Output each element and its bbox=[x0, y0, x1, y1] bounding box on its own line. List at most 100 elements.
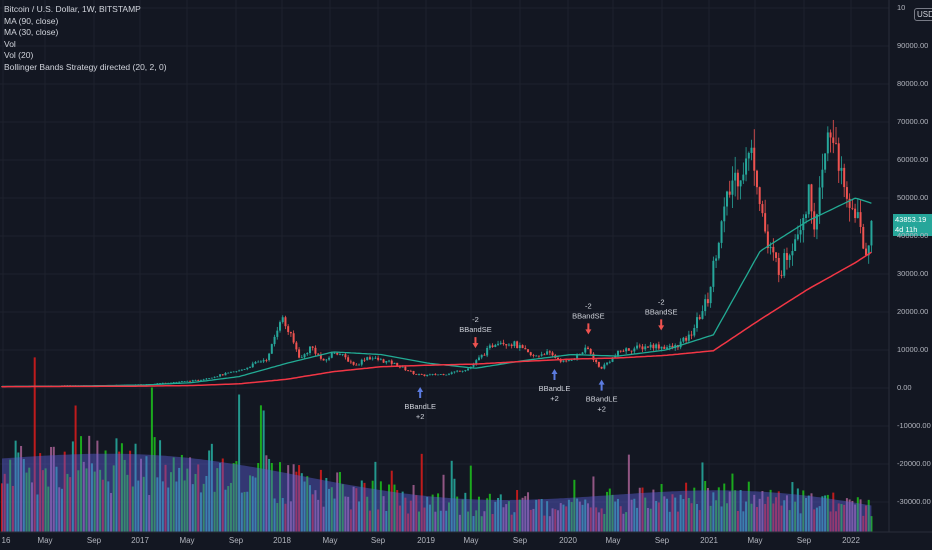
candle bbox=[633, 346, 636, 355]
volume-bar bbox=[322, 506, 325, 532]
candle bbox=[219, 374, 222, 378]
volume-bar bbox=[826, 494, 829, 532]
legend-vol20[interactable]: Vol (20) bbox=[4, 50, 34, 61]
candle bbox=[529, 351, 532, 357]
volume-bar bbox=[6, 483, 9, 532]
volume-bar bbox=[58, 487, 61, 532]
candle bbox=[461, 370, 464, 373]
candle bbox=[505, 343, 508, 349]
time-tick-label: Sep bbox=[86, 536, 102, 545]
volume-bar bbox=[815, 507, 818, 532]
volume-bar bbox=[189, 457, 192, 532]
currency-badge[interactable]: USD bbox=[914, 8, 932, 21]
volume-bar bbox=[483, 511, 486, 532]
candle bbox=[832, 119, 835, 154]
price-tick-label: -10000.00 bbox=[897, 421, 931, 430]
candle bbox=[704, 294, 707, 316]
candle bbox=[548, 350, 551, 356]
volume-bar bbox=[90, 463, 93, 532]
volume-bar bbox=[161, 481, 164, 532]
volume-bar bbox=[180, 454, 183, 532]
candle bbox=[562, 360, 565, 363]
long-entry-signal[interactable]: BBandLE+2 bbox=[539, 368, 571, 403]
volume-bar bbox=[805, 497, 808, 532]
volume-bar bbox=[649, 508, 652, 532]
volume-bar bbox=[477, 496, 480, 532]
candle bbox=[603, 362, 606, 370]
candle bbox=[606, 362, 609, 366]
volume-bar bbox=[254, 477, 257, 532]
volume-bar bbox=[434, 511, 437, 532]
volume-bar bbox=[69, 477, 72, 532]
candle bbox=[638, 343, 641, 349]
volume-bar bbox=[663, 496, 666, 532]
candle bbox=[766, 224, 769, 254]
volume-bar bbox=[368, 510, 371, 532]
volume-bar bbox=[676, 511, 679, 532]
candle bbox=[227, 372, 230, 374]
volume-bar bbox=[134, 443, 137, 532]
volume-bar bbox=[867, 499, 870, 532]
volume-bar bbox=[532, 508, 535, 532]
candle bbox=[368, 355, 371, 361]
legend-symbol[interactable]: Bitcoin / U.S. Dollar, 1W, BITSTAMP bbox=[4, 4, 141, 14]
volume-bar bbox=[30, 482, 33, 532]
short-entry-signal[interactable]: BBandSE-2 bbox=[645, 297, 678, 331]
volume-bar bbox=[341, 484, 344, 532]
candle bbox=[777, 252, 780, 283]
candle bbox=[862, 223, 865, 250]
legend-ma30[interactable]: MA (30, close) bbox=[4, 27, 59, 38]
time-tick-label: Sep bbox=[228, 536, 244, 545]
volume-bar bbox=[93, 471, 96, 532]
volume-bar bbox=[325, 477, 328, 532]
volume-bar bbox=[88, 435, 91, 532]
candle bbox=[537, 355, 540, 358]
volume-bar bbox=[576, 498, 579, 532]
candle bbox=[723, 197, 726, 233]
time-tick-label: 2020 bbox=[559, 536, 577, 545]
legend-ma90[interactable]: MA (90, close) bbox=[4, 15, 59, 26]
candle bbox=[243, 368, 246, 370]
volume-bar bbox=[458, 514, 461, 532]
volume-bar bbox=[344, 496, 347, 532]
short-entry-signal[interactable]: BBandSE-2 bbox=[459, 315, 492, 349]
candle bbox=[745, 147, 748, 182]
volume-bar bbox=[330, 487, 333, 532]
volume-bar bbox=[388, 484, 391, 532]
candle bbox=[197, 379, 200, 381]
volume-bar bbox=[137, 480, 140, 532]
candle bbox=[420, 373, 423, 375]
volume-bar bbox=[715, 500, 718, 532]
volume-bar bbox=[142, 476, 145, 532]
candle bbox=[488, 343, 491, 350]
volume-bar bbox=[505, 504, 508, 532]
short-entry-signal[interactable]: BBandSE-2 bbox=[572, 301, 605, 335]
candle bbox=[755, 169, 758, 195]
candle bbox=[341, 353, 344, 357]
candle bbox=[456, 369, 459, 373]
volume-bar bbox=[742, 511, 745, 532]
volume-bar bbox=[701, 462, 704, 532]
volume-bar bbox=[619, 506, 622, 532]
volume-bar bbox=[229, 482, 232, 532]
volume-bar bbox=[723, 483, 726, 532]
chart-legend: Bitcoin / U.S. Dollar, 1W, BITSTAMP MA (… bbox=[4, 4, 167, 74]
candle bbox=[186, 380, 189, 382]
volume-bar bbox=[390, 470, 393, 532]
candle bbox=[404, 365, 407, 371]
candle bbox=[644, 343, 647, 352]
candle bbox=[276, 326, 279, 340]
volume-bar bbox=[360, 480, 363, 532]
legend-strategy[interactable]: Bollinger Bands Strategy directed (20, 2… bbox=[4, 61, 167, 72]
candle bbox=[813, 202, 816, 238]
long-entry-signal[interactable]: BBandLE+2 bbox=[404, 386, 436, 421]
volume-bar bbox=[712, 492, 715, 532]
legend-vol[interactable]: Vol bbox=[4, 38, 16, 49]
candle bbox=[205, 378, 208, 380]
candle bbox=[447, 372, 450, 376]
volume-bar bbox=[717, 487, 720, 532]
volume-bar bbox=[25, 472, 28, 532]
candle bbox=[818, 176, 821, 224]
long-entry-signal[interactable]: BBandLE+2 bbox=[586, 379, 618, 414]
